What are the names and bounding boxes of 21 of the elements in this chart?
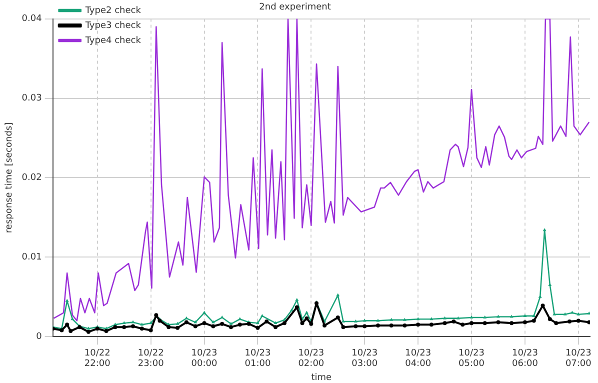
x-tick-label: 10/23 00:00: [191, 348, 218, 370]
x-tick-label: 10/22 22:00: [84, 348, 111, 370]
x-tick-label: 10/23 02:00: [298, 348, 324, 370]
x-tick-label: 10/23 01:00: [244, 348, 271, 370]
x-tick-label: 10/23 03:00: [352, 348, 378, 370]
y-tick-label: 0.03: [22, 94, 42, 104]
x-tick-label: 10/23 04:00: [405, 348, 432, 370]
x-tick-label: 10/23 06:00: [512, 348, 538, 370]
legend-label: Type3 check: [84, 20, 142, 31]
legend-label: Type4 check: [84, 36, 142, 46]
y-tick-label: 0: [36, 332, 42, 342]
chart-title: 2nd experiment: [259, 2, 332, 13]
x-tick-label: 10/22 23:00: [138, 348, 164, 370]
legend-label: Type2 check: [84, 6, 142, 16]
x-tick-label: 10/23 07:00: [565, 348, 592, 370]
y-tick-label: 0.04: [22, 14, 42, 24]
y-tick-label: 0.02: [22, 173, 42, 184]
y-tick-label: 0.01: [22, 252, 42, 262]
x-axis-title: time: [311, 372, 332, 383]
x-tick-label: 10/23 05:00: [458, 348, 485, 370]
y-axis-title: response time [seconds]: [4, 122, 15, 234]
